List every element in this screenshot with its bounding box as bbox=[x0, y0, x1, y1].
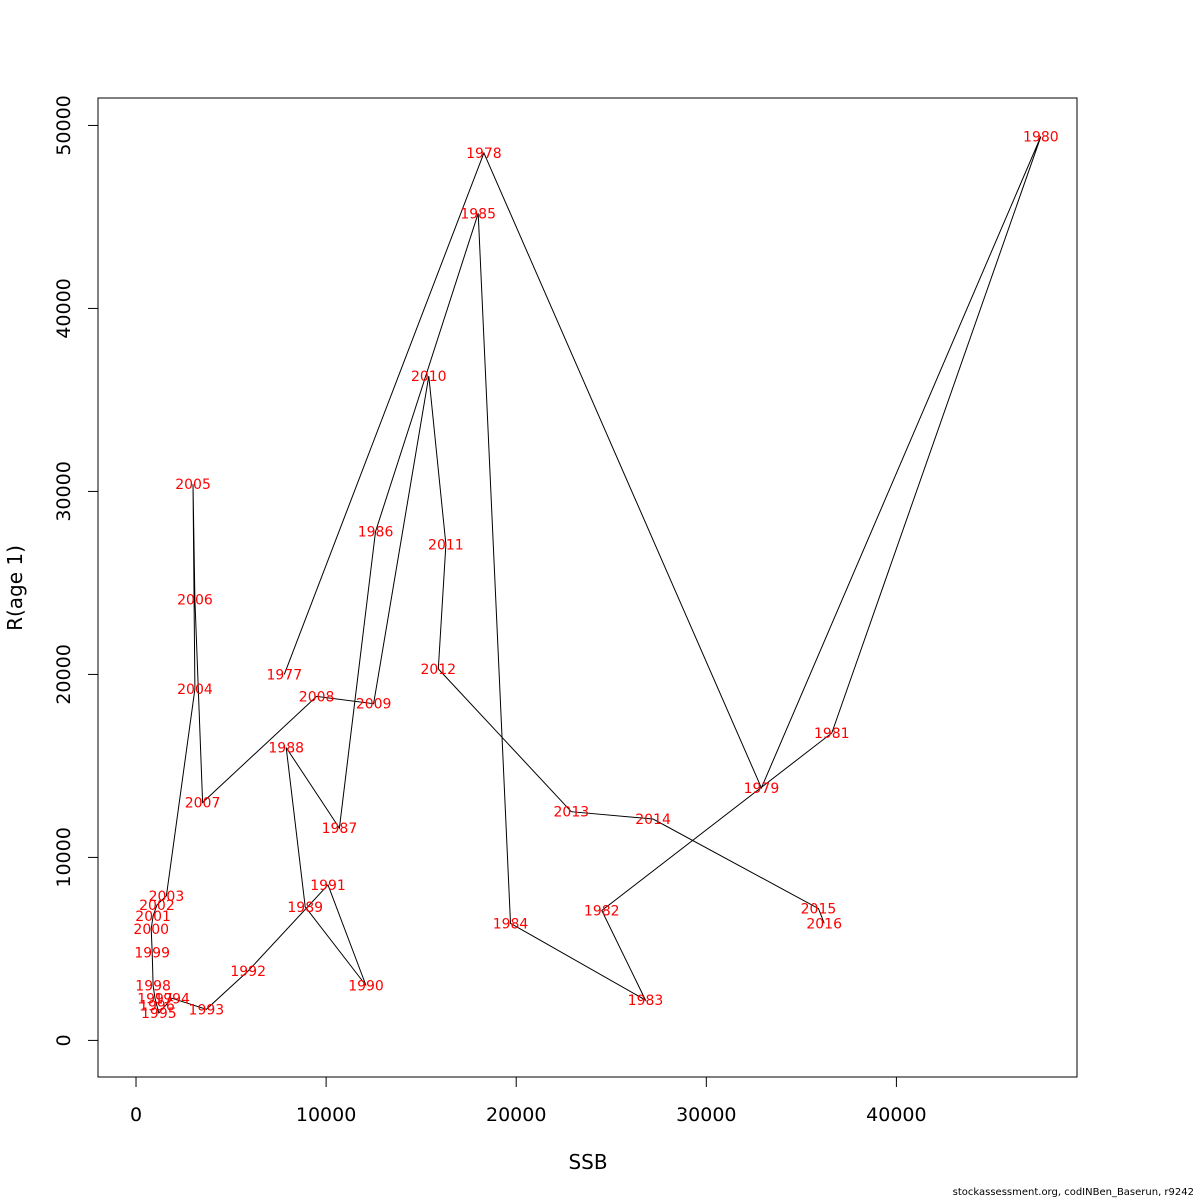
point-label-2003: 2003 bbox=[149, 889, 185, 905]
point-label-1981: 1981 bbox=[814, 726, 850, 742]
point-label-1985: 1985 bbox=[460, 206, 496, 222]
point-label-1991: 1991 bbox=[310, 878, 346, 894]
year-labels: 1977 1978 1979 1980 1981 1982 1983 1984 1985 1986… bbox=[133, 129, 1058, 1022]
point-label-2009: 2009 bbox=[356, 697, 392, 713]
x-tick-label: 40000 bbox=[866, 1104, 926, 1126]
point-label-1978: 1978 bbox=[466, 146, 502, 162]
point-label-2007: 2007 bbox=[185, 796, 221, 812]
point-label-1995: 1995 bbox=[141, 1006, 177, 1022]
x-tick-label: 20000 bbox=[486, 1104, 546, 1126]
point-label-2008: 2008 bbox=[299, 689, 335, 705]
point-label-1988: 1988 bbox=[268, 741, 304, 757]
point-label-2006: 2006 bbox=[177, 592, 213, 608]
point-label-1979: 1979 bbox=[744, 781, 780, 797]
x-tick-label: 10000 bbox=[296, 1104, 356, 1126]
point-label-1984: 1984 bbox=[493, 916, 529, 932]
point-label-2015: 2015 bbox=[801, 902, 837, 918]
point-label-1983: 1983 bbox=[628, 993, 664, 1009]
point-label-1987: 1987 bbox=[322, 821, 358, 837]
point-label-2005: 2005 bbox=[175, 477, 211, 493]
point-label-1980: 1980 bbox=[1023, 129, 1059, 145]
point-label-1992: 1992 bbox=[230, 964, 266, 980]
footer-caption: stockassessment.org, codINBen_Baserun, r… bbox=[952, 1187, 1194, 1198]
point-label-2001: 2001 bbox=[135, 909, 171, 925]
y-tick-label: 50000 bbox=[53, 95, 75, 155]
point-label-2016: 2016 bbox=[806, 916, 842, 932]
point-label-2000: 2000 bbox=[133, 922, 169, 938]
point-label-1990: 1990 bbox=[348, 979, 384, 995]
point-label-1999: 1999 bbox=[134, 946, 170, 962]
point-label-1998: 1998 bbox=[135, 979, 171, 995]
y-axis-title: R(age 1) bbox=[3, 545, 27, 631]
point-label-1986: 1986 bbox=[358, 525, 394, 541]
point-label-2004: 2004 bbox=[177, 682, 213, 698]
x-axis-title: SSB bbox=[568, 1150, 607, 1174]
point-label-2010: 2010 bbox=[411, 369, 447, 385]
point-label-1993: 1993 bbox=[189, 1002, 225, 1018]
point-label-2013: 2013 bbox=[554, 805, 590, 821]
point-label-1977: 1977 bbox=[266, 667, 302, 683]
point-label-1996: 1996 bbox=[139, 999, 175, 1015]
point-label-2012: 2012 bbox=[420, 662, 456, 678]
point-label-2014: 2014 bbox=[635, 812, 671, 828]
y-axis: 0 10000 20000 30000 40000 50000 bbox=[53, 95, 99, 1046]
point-label-1982: 1982 bbox=[584, 903, 620, 919]
x-tick-label: 30000 bbox=[676, 1104, 736, 1126]
series-line bbox=[150, 136, 1042, 1015]
y-tick-label: 30000 bbox=[53, 461, 75, 521]
y-tick-label: 40000 bbox=[53, 278, 75, 338]
point-label-1994: 1994 bbox=[154, 991, 190, 1007]
x-tick-label: 0 bbox=[130, 1104, 142, 1126]
y-tick-label: 0 bbox=[53, 1034, 75, 1046]
point-label-2002: 2002 bbox=[139, 898, 175, 914]
plot-area-frame bbox=[97, 97, 1078, 1078]
point-label-1997: 1997 bbox=[137, 991, 173, 1007]
point-label-1989: 1989 bbox=[287, 900, 323, 916]
y-tick-label: 20000 bbox=[53, 644, 75, 704]
x-axis: 0 10000 20000 30000 40000 bbox=[130, 1076, 927, 1126]
y-tick-label: 10000 bbox=[53, 827, 75, 887]
point-label-2011: 2011 bbox=[428, 537, 464, 553]
